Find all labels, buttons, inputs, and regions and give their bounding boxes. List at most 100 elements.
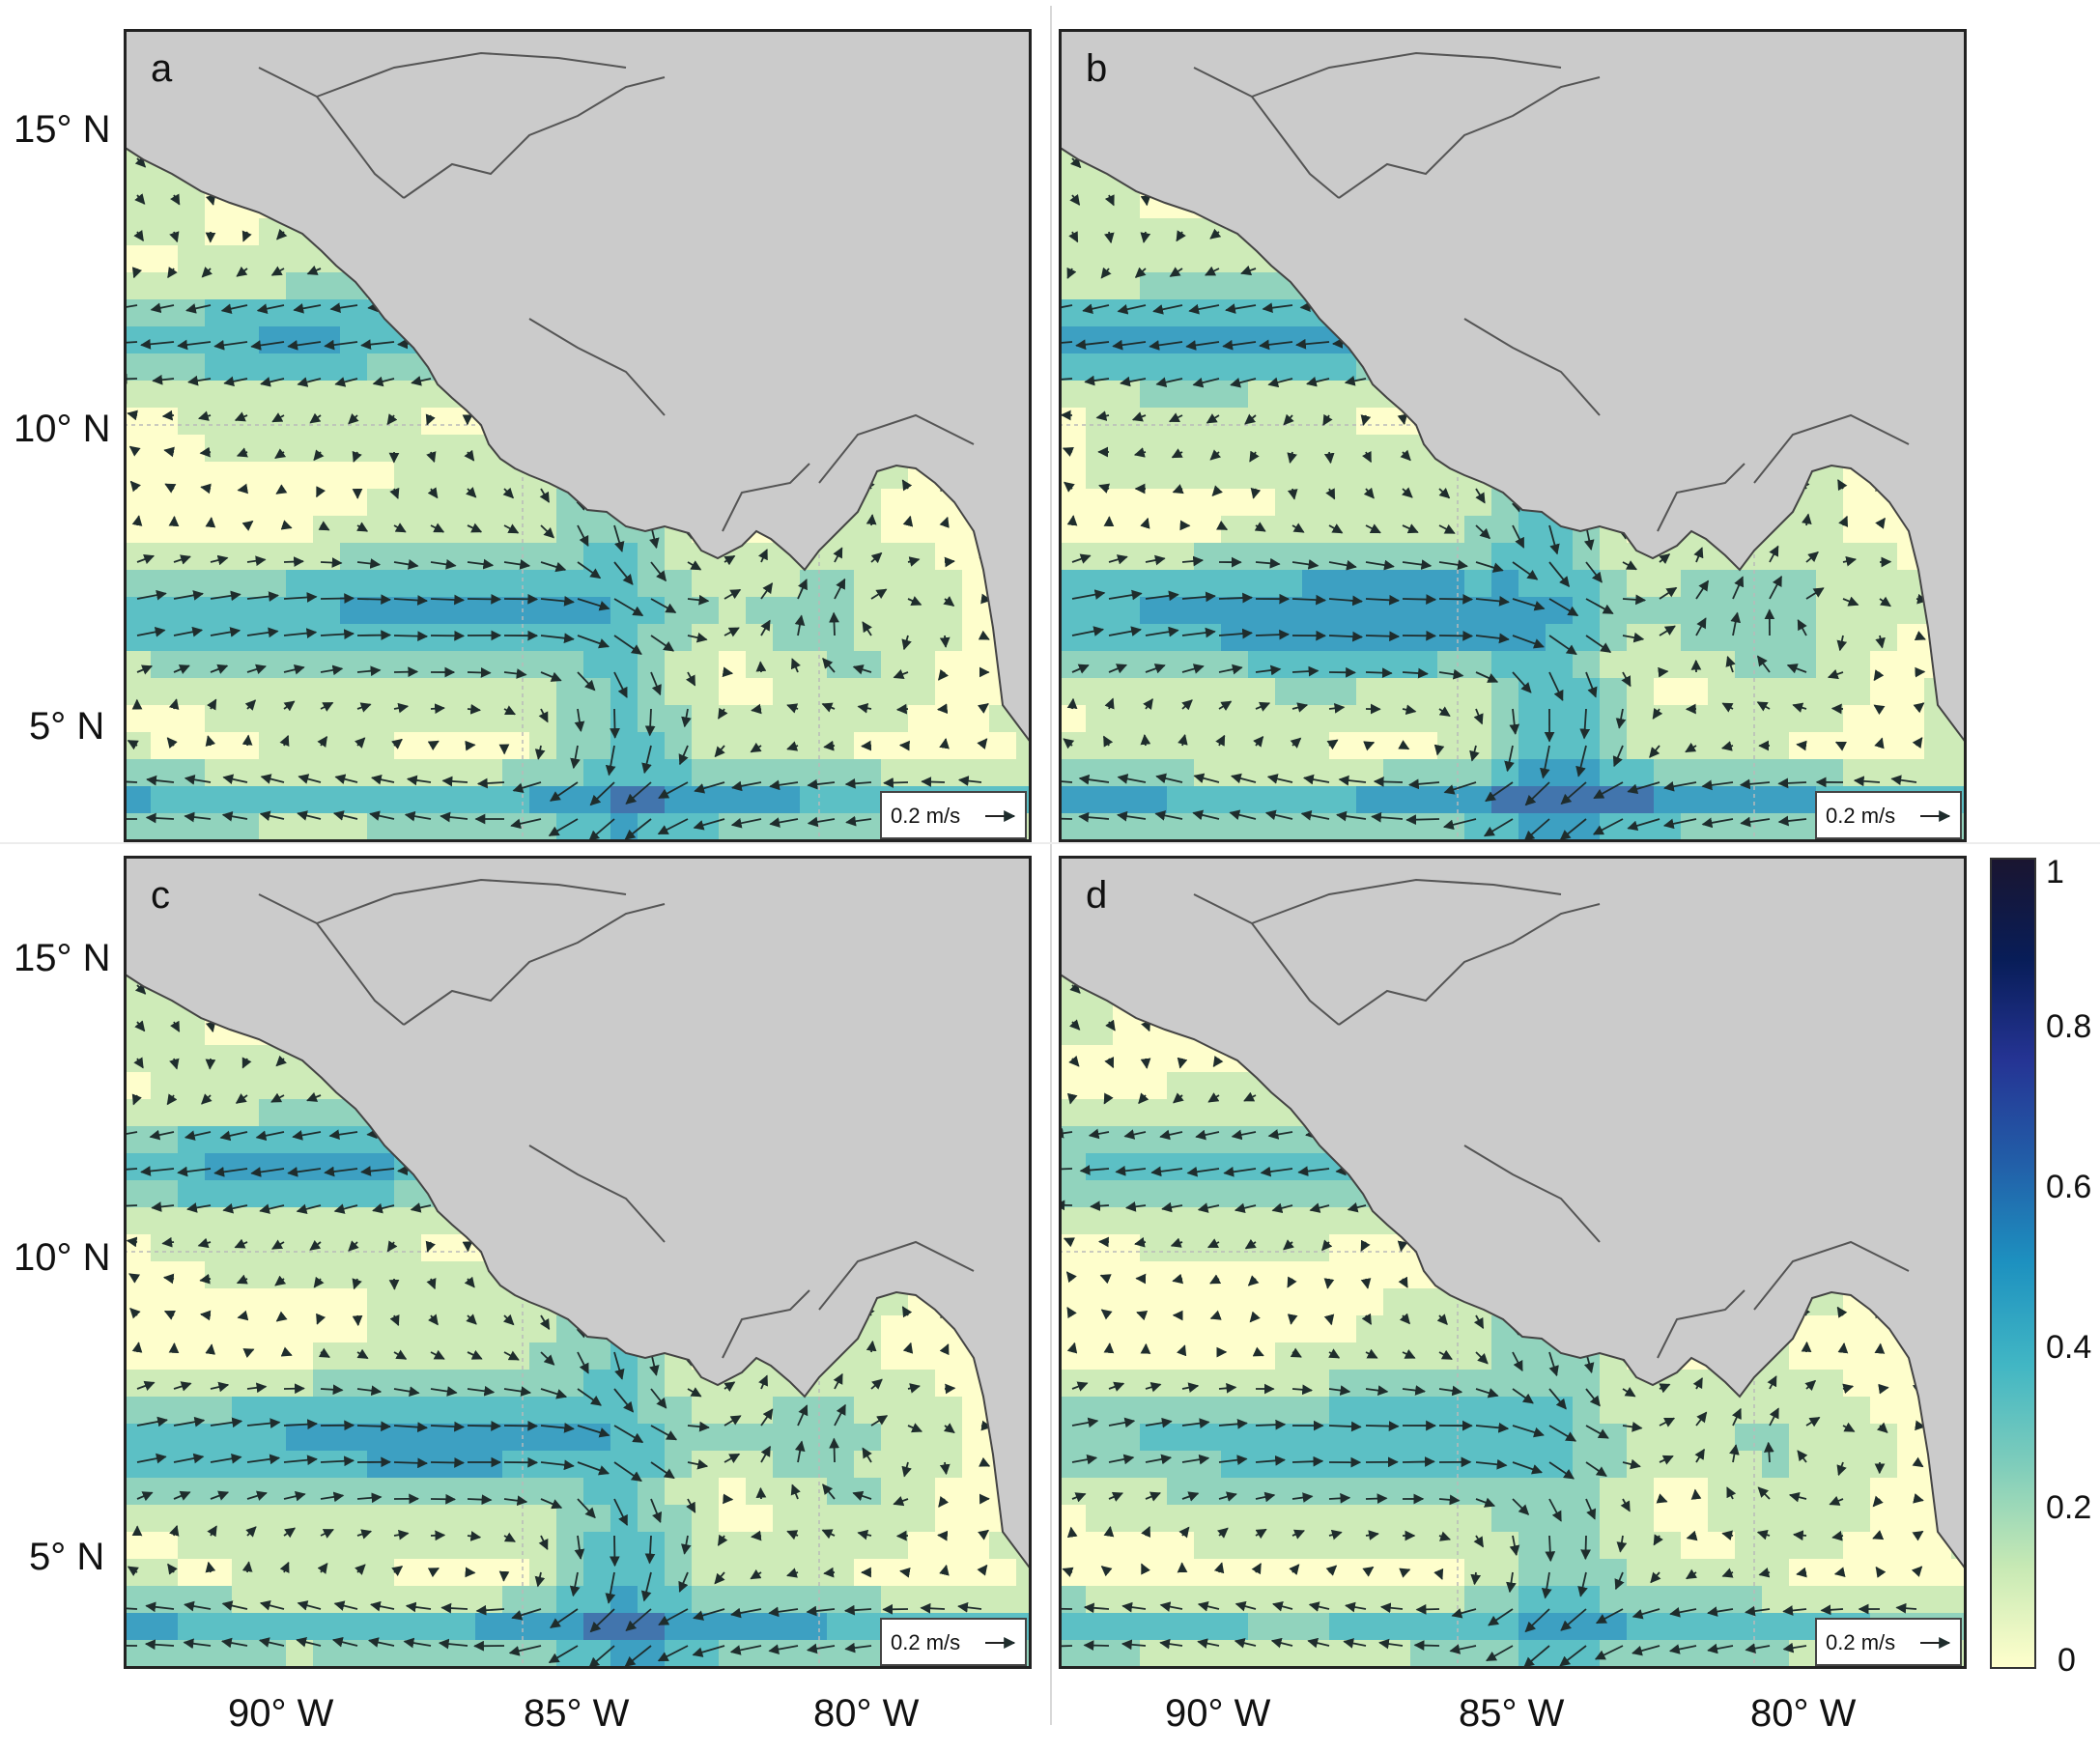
speed-cell (800, 1559, 828, 1587)
current-vector-arrow (127, 410, 138, 421)
speed-cell (1762, 786, 1790, 814)
speed-cell (1464, 570, 1492, 598)
speed-cell (881, 1424, 909, 1452)
speed-cell (1167, 651, 1195, 679)
current-vector-arrow (577, 561, 602, 579)
current-vector-arrow (883, 777, 909, 788)
speed-cell (1329, 570, 1357, 598)
speed-cell (1059, 381, 1087, 409)
current-vector-arrow (411, 376, 432, 386)
speed-cell (313, 570, 341, 598)
speed-cell (1194, 624, 1222, 652)
speed-cell (178, 245, 206, 273)
speed-cell (151, 1478, 179, 1506)
speed-cell (151, 381, 179, 409)
speed-cell (881, 1505, 909, 1533)
speed-cell (1735, 786, 1763, 814)
current-vector-arrow (760, 582, 774, 600)
current-vector-arrow (244, 699, 257, 711)
speed-cell (1113, 462, 1141, 490)
speed-cell (881, 570, 909, 598)
current-vector-arrow (807, 816, 836, 828)
speed-cell (151, 1261, 179, 1289)
speed-cell (773, 1397, 801, 1425)
speed-cell (881, 1370, 909, 1398)
speed-cell (1329, 624, 1357, 652)
current-vector-arrow (298, 774, 322, 784)
speed-cell (178, 516, 206, 544)
speed-cell (421, 516, 449, 544)
speed-cell (1167, 489, 1195, 517)
speed-cell (502, 1342, 530, 1371)
speed-cell (502, 543, 530, 571)
speed-cell (1167, 732, 1195, 760)
speed-cell (124, 1126, 152, 1154)
current-vector-arrow (939, 738, 950, 749)
speed-cell (205, 1153, 233, 1181)
speed-cell (367, 570, 395, 598)
speed-cell (313, 759, 341, 787)
speed-cell (1016, 759, 1032, 787)
speed-cell (1221, 759, 1249, 787)
speed-cell (286, 1099, 314, 1127)
speed-cell (232, 1234, 260, 1262)
current-vector-arrow (320, 629, 355, 639)
current-vector-arrow (241, 230, 252, 242)
speed-cell (583, 786, 611, 814)
speed-cell (1573, 678, 1601, 706)
speed-cell (1356, 786, 1384, 814)
speed-cell (583, 516, 611, 544)
speed-cell (1248, 759, 1276, 787)
speed-cell (367, 1342, 395, 1371)
speed-cell (1059, 543, 1087, 571)
current-vector-arrow (166, 737, 178, 749)
speed-cell (908, 678, 936, 706)
speed-cell (1870, 570, 1898, 598)
speed-cell (1464, 813, 1492, 841)
speed-cell (800, 678, 828, 706)
speed-cell (800, 624, 828, 652)
country-borders (258, 51, 975, 532)
speed-cell (583, 1451, 611, 1479)
speed-cell (854, 1397, 882, 1425)
speed-cell (475, 1640, 503, 1668)
current-vector-arrow (613, 598, 644, 617)
speed-cell (448, 651, 476, 679)
speed-cell (475, 1397, 503, 1425)
current-vector-arrow (1830, 703, 1844, 715)
speed-cell (340, 1424, 368, 1452)
current-vector-arrow (750, 742, 762, 753)
current-vector-arrow (714, 745, 725, 758)
speed-cell (556, 1640, 584, 1668)
map-panel-d: d 0.2 m/s (1059, 856, 1967, 1669)
current-vector-arrow (724, 588, 742, 600)
speed-cell (259, 1505, 287, 1533)
speed-cell (232, 1397, 260, 1425)
speed-cell (124, 435, 152, 463)
speed-cell (1167, 516, 1195, 544)
speed-cell (178, 624, 206, 652)
speed-cell (827, 1397, 855, 1425)
speed-cell (394, 1207, 422, 1235)
speed-cell (124, 408, 152, 436)
speed-cell (1248, 489, 1276, 517)
current-vector-arrow (316, 486, 326, 498)
speed-cell (854, 813, 882, 841)
current-vector-arrow (427, 740, 440, 750)
speed-cell (178, 678, 206, 706)
speed-cell (1113, 353, 1141, 381)
speed-cell (935, 1342, 963, 1371)
speed-cell (1086, 299, 1114, 327)
current-vector-arrow (146, 775, 175, 786)
current-vector-arrow (902, 515, 914, 527)
speed-cell (124, 1180, 152, 1208)
speed-cell (827, 1451, 855, 1479)
current-vector-arrow (279, 734, 290, 748)
speed-cell (1600, 813, 1628, 841)
speed-cell (367, 516, 395, 544)
current-vector-arrow (609, 1535, 620, 1568)
speed-cell (1221, 462, 1249, 490)
current-vector-arrow (1438, 593, 1474, 605)
current-vector-arrow (197, 410, 212, 421)
speed-cell (881, 651, 909, 679)
